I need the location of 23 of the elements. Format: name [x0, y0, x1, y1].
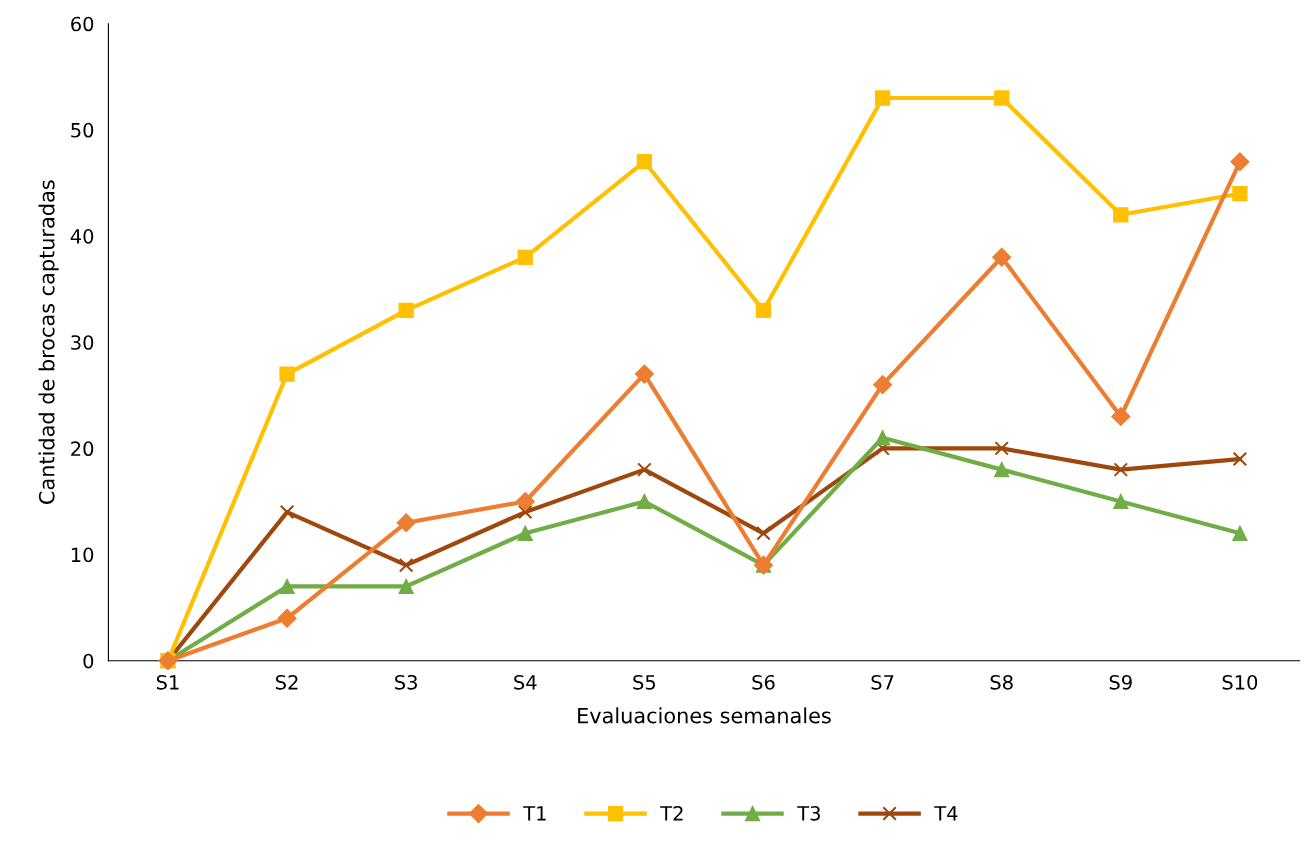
y-axis-title: Cantidad de brocas capturadas	[38, 180, 59, 504]
x-tick-label: S7	[871, 674, 894, 690]
x-tick-label: S4	[514, 674, 537, 690]
y-tick-label: 60	[71, 16, 94, 32]
y-tick-label: 50	[71, 122, 94, 138]
legend-label: T3	[797, 805, 820, 821]
legend-label: T1	[523, 806, 546, 821]
x-tick-label: S2	[275, 674, 298, 690]
y-tick-label: 30	[71, 335, 94, 350]
x-axis-title: Evaluaciones semanales	[578, 707, 831, 724]
y-tick-label: 10	[71, 547, 94, 563]
legend-label: T2	[660, 805, 683, 821]
x-tick-label: S1	[156, 674, 179, 690]
legend-label: T4	[934, 806, 958, 821]
x-tick-label: S6	[752, 674, 775, 690]
x-tick-label: S8	[990, 674, 1013, 690]
y-tick-label: 40	[70, 228, 94, 244]
x-tick-label: S10	[1222, 674, 1258, 690]
x-tick-label: S9	[1109, 674, 1132, 690]
x-tick-label: S5	[633, 674, 656, 690]
y-tick-label: 20	[71, 441, 94, 457]
y-tick-label: 0	[83, 653, 94, 669]
x-tick-label: S3	[395, 674, 417, 690]
